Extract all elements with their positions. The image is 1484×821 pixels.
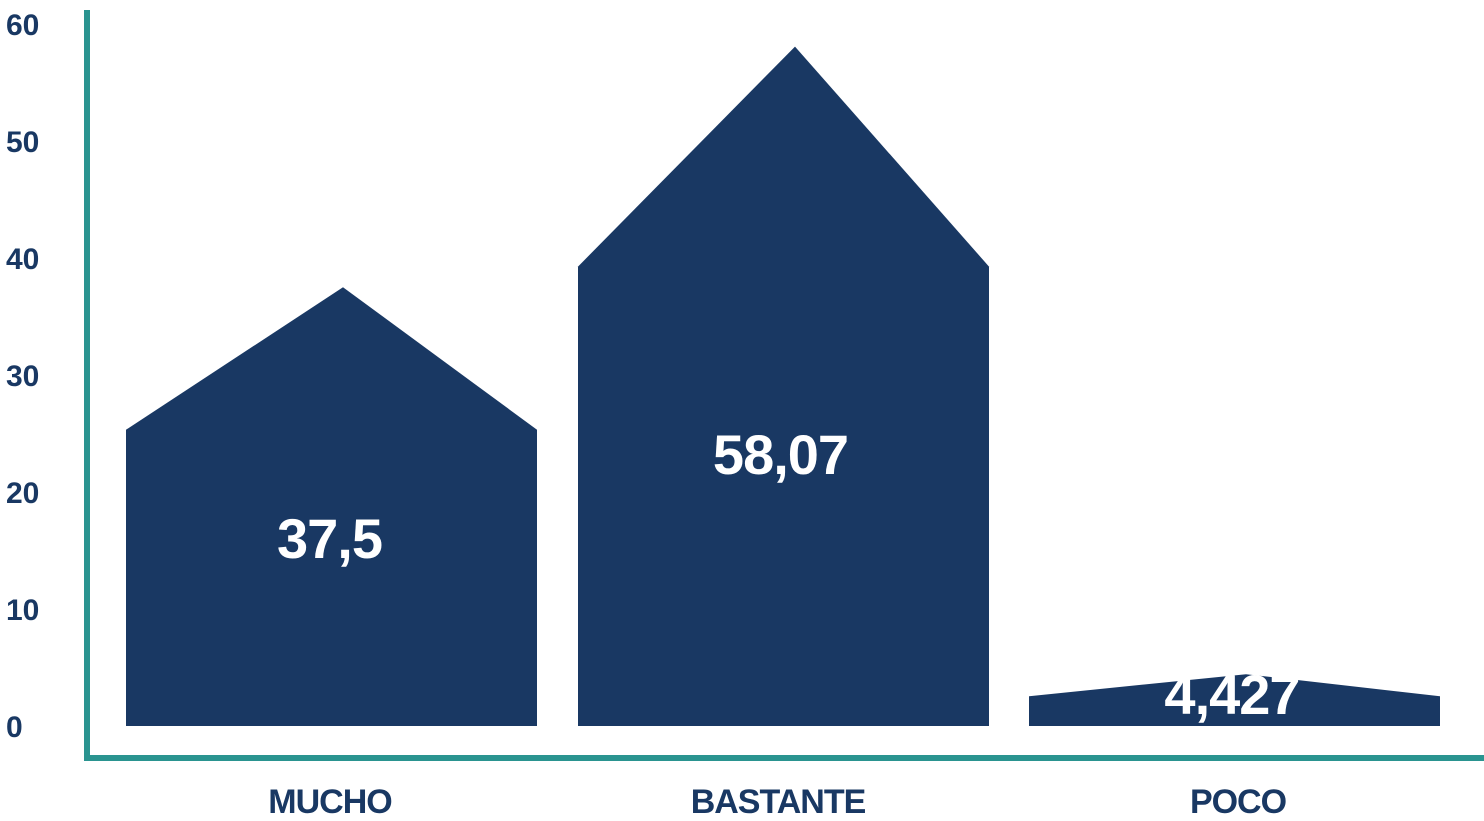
bar-bastante xyxy=(578,46,989,727)
category-labels: MUCHO BASTANTE POCO xyxy=(268,783,1287,821)
value-label-bastante: 58,07 xyxy=(713,423,848,486)
y-tick-label: 40 xyxy=(6,243,39,276)
value-label-mucho: 37,5 xyxy=(277,507,382,570)
category-label-bastante: BASTANTE xyxy=(691,783,866,821)
y-tick-label: 50 xyxy=(6,126,39,159)
category-label-poco: POCO xyxy=(1190,783,1287,821)
y-tick-label: 30 xyxy=(6,360,39,393)
y-axis-ticks: 0 10 20 30 40 50 60 xyxy=(6,9,39,744)
y-tick-label: 0 xyxy=(6,711,23,744)
bars xyxy=(126,46,1440,727)
y-tick-label: 20 xyxy=(6,477,39,510)
bar-poco xyxy=(1029,674,1440,726)
category-label-mucho: MUCHO xyxy=(268,783,392,821)
y-tick-label: 60 xyxy=(6,9,39,42)
value-labels: 37,5 58,07 4,427 xyxy=(277,423,1301,726)
bar-mucho xyxy=(126,287,537,726)
y-tick-label: 10 xyxy=(6,594,39,627)
value-label-poco: 4,427 xyxy=(1164,663,1299,726)
